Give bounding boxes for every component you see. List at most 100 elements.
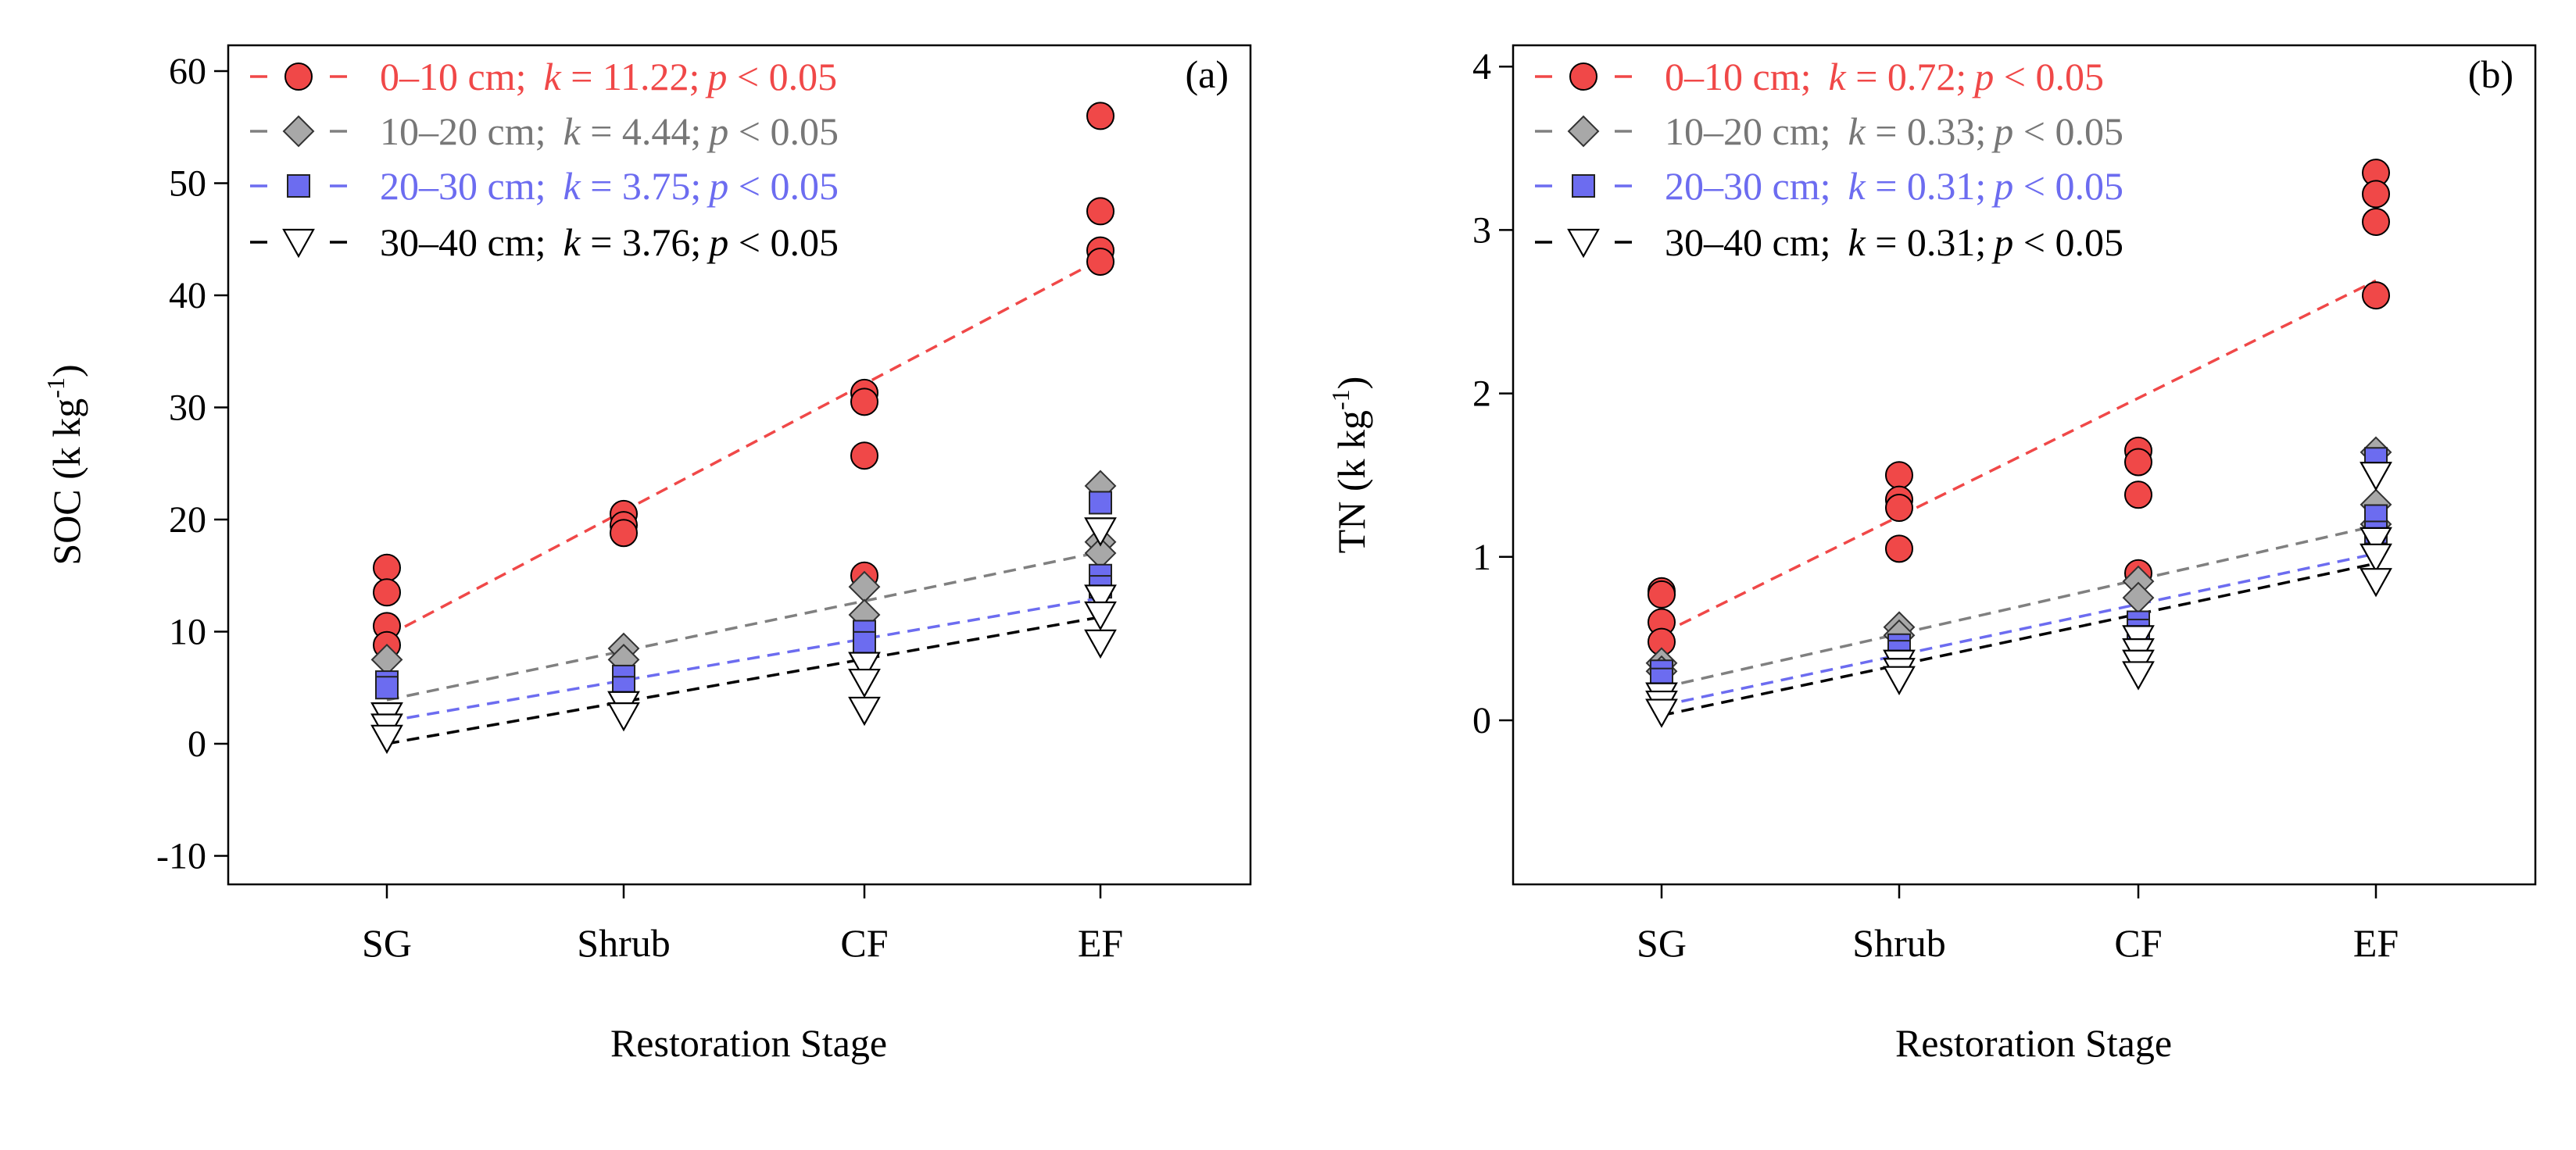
y-tick-label: 0 — [188, 723, 206, 765]
y-tick-label: 20 — [169, 499, 206, 541]
data-point-circle — [1885, 534, 1913, 563]
data-point-circle — [2362, 180, 2390, 209]
trend-line — [1661, 562, 2377, 717]
y-axis-label-close: ) — [1329, 377, 1373, 390]
data-point-circle — [1086, 197, 1114, 226]
y-tick-label: 0 — [1472, 700, 1491, 741]
legend-p-value: < 0.05 — [2013, 109, 2123, 153]
y-axis-label-main: SOC (k kg — [45, 398, 88, 566]
data-point-triangle — [1084, 601, 1117, 631]
panel-b: 0 1 2 3 4 SG Shrub CF EF Restoration Stage TN (k k… — [1326, 44, 2537, 1065]
data-point-circle — [1885, 494, 1913, 523]
legend-entry: 30–40 cm; k = 3.76; p < 0.05 — [380, 220, 839, 264]
legend-k-value: = 3.75; — [581, 164, 702, 208]
x-tick-label: EF — [2353, 921, 2399, 965]
data-point-triangle — [848, 652, 881, 681]
data-point-triangle — [607, 702, 640, 732]
data-point-circle — [2124, 448, 2152, 477]
legend-depth: 10–20 cm; — [1665, 109, 1830, 153]
data-point-triangle — [2360, 462, 2392, 491]
panel-label: (b) — [2468, 52, 2513, 96]
y-axis-label: TN (k kg-1) — [1326, 377, 1373, 554]
panel-label: (a) — [1186, 52, 1229, 96]
data-point-diamond — [1567, 115, 1600, 148]
y-tick-label: 30 — [169, 388, 206, 429]
data-point-triangle — [2360, 543, 2392, 573]
y-axis-label-superscript: -1 — [1326, 389, 1354, 410]
y-tick-label: 10 — [169, 612, 206, 653]
data-point-circle — [1648, 580, 1676, 609]
x-tick-label: CF — [2114, 921, 2162, 965]
data-point-square — [287, 174, 310, 198]
x-tick-label: SG — [362, 921, 412, 965]
x-tick-label: SG — [1637, 921, 1687, 965]
legend-k-value: = 0.33; — [1866, 109, 1987, 153]
legend-p-value: < 0.05 — [728, 164, 839, 208]
legend-p-value: < 0.05 — [2013, 220, 2123, 264]
trend-line — [386, 550, 1101, 702]
legend-depth: 30–40 cm; — [380, 220, 546, 264]
data-point-circle — [1885, 461, 1913, 490]
legend-k-value: = 3.76; — [581, 220, 702, 264]
legend-entry: 0–10 cm; k = 0.72; p < 0.05 — [1665, 55, 2104, 98]
x-tick-label: EF — [1078, 921, 1123, 965]
x-axis-label: Restoration Stage — [1895, 1021, 2172, 1065]
legend-p-symbol: p — [1991, 109, 2013, 153]
legend-p-value: < 0.05 — [728, 220, 839, 264]
plot-frame — [1512, 44, 2537, 886]
legend-entry: 30–40 cm; k = 0.31; p < 0.05 — [1665, 220, 2123, 264]
legend-k-symbol: k — [1848, 164, 1866, 208]
legend-k-value: = 11.22; — [561, 55, 700, 98]
legend-p-symbol: p — [707, 109, 728, 153]
legend-k-symbol: k — [563, 109, 581, 153]
data-point-triangle — [1084, 517, 1117, 547]
x-axis-label: Restoration Stage — [610, 1021, 887, 1065]
legend-p-symbol: p — [707, 164, 728, 208]
legend-k-symbol: k — [1828, 55, 1846, 98]
data-point-circle — [284, 62, 313, 91]
data-point-square — [853, 630, 876, 655]
trend-line — [386, 258, 1101, 638]
legend-k-symbol: k — [543, 55, 561, 98]
legend-entry: 20–30 cm; k = 0.31; p < 0.05 — [1665, 164, 2123, 208]
data-point-triangle — [370, 724, 403, 755]
legend-p-value: < 0.05 — [728, 109, 839, 153]
data-point-diamond — [2122, 581, 2155, 614]
data-point-triangle — [282, 228, 315, 259]
data-point-triangle — [848, 696, 881, 727]
data-point-triangle — [2360, 568, 2392, 598]
data-point-triangle — [1084, 629, 1117, 659]
trend-line — [1661, 524, 2377, 689]
plot-frame — [227, 44, 1252, 886]
legend-p-symbol: p — [705, 55, 727, 98]
data-point-triangle — [1567, 228, 1600, 259]
legend-depth: 10–20 cm; — [380, 109, 546, 153]
data-point-triangle — [1883, 666, 1916, 695]
data-point-circle — [850, 441, 878, 470]
trend-line — [1661, 279, 2377, 635]
legend-k-value: = 0.72; — [1846, 55, 1967, 98]
trend-line — [386, 616, 1101, 745]
legend-p-symbol: p — [1991, 220, 2013, 264]
x-tick-label: CF — [840, 921, 888, 965]
legend-p-value: < 0.05 — [1994, 55, 2104, 98]
legend-k-symbol: k — [563, 164, 581, 208]
data-point-square — [375, 676, 399, 700]
legend-p-value: < 0.05 — [727, 55, 837, 98]
legend-entry: 0–10 cm; k = 11.22; p < 0.05 — [380, 55, 837, 98]
y-axis-label: SOC (k kg-1) — [41, 364, 88, 565]
data-point-triangle — [2360, 527, 2392, 557]
data-point-circle — [1086, 247, 1114, 276]
data-point-circle — [2362, 281, 2390, 310]
legend-p-symbol: p — [707, 220, 728, 264]
legend-entry: 10–20 cm; k = 0.33; p < 0.05 — [1665, 109, 2123, 153]
x-tick-label: Shrub — [1852, 921, 1945, 965]
data-point-diamond — [282, 115, 315, 148]
y-tick-label: 60 — [169, 51, 206, 92]
data-point-triangle — [848, 668, 881, 698]
legend-depth: 20–30 cm; — [380, 164, 546, 208]
data-point-circle — [2124, 480, 2152, 509]
y-axis-label-main: TN (k kg — [1329, 410, 1373, 553]
data-point-square — [1089, 491, 1112, 515]
